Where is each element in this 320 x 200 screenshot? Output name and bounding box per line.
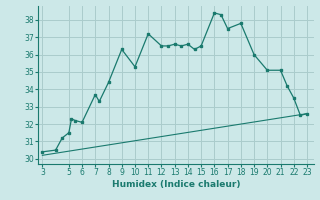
X-axis label: Humidex (Indice chaleur): Humidex (Indice chaleur) xyxy=(112,180,240,189)
